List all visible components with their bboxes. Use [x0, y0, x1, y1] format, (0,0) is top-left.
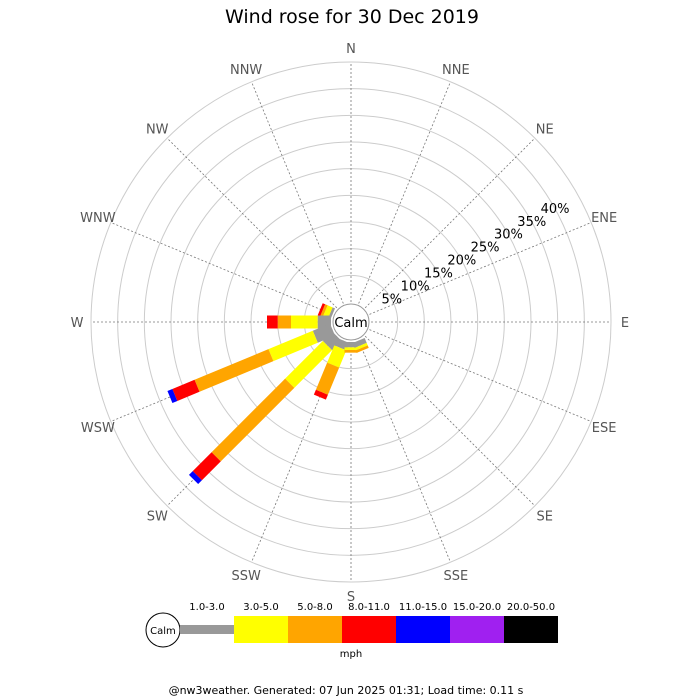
- radial-tick-label-5: 5%: [382, 292, 403, 307]
- radial-tick-label-35: 35%: [517, 215, 546, 230]
- spoke-nnw: [251, 81, 344, 304]
- direction-label-ssw: SSW: [231, 569, 261, 584]
- footer-text: @nw3weather. Generated: 07 Jun 2025 01:3…: [169, 684, 524, 697]
- spoke-se: [364, 335, 536, 507]
- direction-label-se: SE: [537, 510, 553, 525]
- legend-label-5-0-8-0: 5.0-8.0: [297, 602, 332, 613]
- radial-tick-label-30: 30%: [494, 228, 523, 243]
- petal-wsw-bin-5-0-8-0: [194, 349, 274, 392]
- legend-label-20-0-50-0: 20.0-50.0: [507, 602, 555, 613]
- legend-swatch-3-0-5-0: [234, 616, 288, 643]
- radial-tick-label-20: 20%: [447, 254, 476, 269]
- legend-label-3-0-5-0: 3.0-5.0: [243, 602, 278, 613]
- legend-swatch-5-0-8-0: [288, 616, 342, 643]
- wind-rose: N NNE NE ENE E ESE SE SSE S SSW SW WSW W WNW NW NNW Cal…: [71, 42, 630, 605]
- legend-swatch-11-0-15-0: [396, 616, 450, 643]
- radial-tick-label-25: 25%: [471, 241, 500, 256]
- outer-ring: [90, 61, 612, 583]
- petal-ssw-bin-8-0-11-0: [313, 389, 328, 400]
- calm-label: Calm: [334, 316, 367, 331]
- petal-wnw-bin-1-0-3-0: [327, 307, 336, 321]
- petal-wnw: [317, 303, 336, 321]
- legend-unit-label: mph: [340, 649, 362, 660]
- legend-swatches: 1.0-3.0 3.0-5.0 5.0-8.0 8.0-11.0 11.0-15.0 15…: [180, 602, 558, 643]
- petal-wsw-bin-1-0-3-0: [312, 323, 336, 343]
- petal-wsw: [167, 323, 336, 404]
- petal-sw-bin-3-0-5-0: [285, 340, 333, 388]
- direction-label-sw: SW: [147, 510, 168, 525]
- direction-label-s: S: [347, 590, 355, 605]
- direction-label-nw: NW: [146, 122, 169, 137]
- petal-wsw-bin-11-0-15-0: [167, 388, 178, 404]
- petal-sse: [352, 337, 369, 353]
- direction-label-ene: ENE: [591, 211, 617, 226]
- petal-sse-bin-5-0-8-0: [355, 345, 369, 353]
- petal-ssw-bin-1-0-3-0: [334, 337, 350, 351]
- direction-label-wnw: WNW: [80, 211, 116, 226]
- petal-sw-bin-1-0-3-0: [322, 331, 342, 351]
- legend-swatch-20-0-50-0: [504, 616, 558, 643]
- legend-swatch-15-0-20-0: [450, 616, 504, 643]
- legend-label-8-0-11-0: 8.0-11.0: [348, 602, 390, 613]
- radial-tick-label-40: 40%: [541, 202, 570, 217]
- gridline-20-percent: [223, 194, 479, 450]
- direction-label-w: W: [71, 316, 84, 331]
- calm-circle: Calm: [332, 303, 370, 341]
- spoke-nw: [166, 137, 338, 309]
- petal-sw-bin-11-0-15-0: [188, 471, 202, 485]
- petal-sw-bin-8-0-11-0: [192, 452, 221, 481]
- direction-label-nne: NNE: [442, 63, 470, 78]
- spoke-ene: [369, 222, 592, 315]
- petal-ssw-bin-3-0-5-0: [327, 345, 347, 368]
- direction-label-sse: SSE: [443, 569, 468, 584]
- petal-ssw: [313, 337, 350, 400]
- wind-petals: [167, 303, 369, 485]
- direction-label-n: N: [346, 42, 356, 57]
- petal-wnw-bin-3-0-5-0: [322, 305, 333, 320]
- petal-wnw-bin-8-0-11-0: [317, 303, 326, 317]
- radial-tick-label-15: 15%: [424, 267, 453, 282]
- direction-label-e: E: [621, 316, 629, 331]
- spoke-nne: [358, 81, 451, 304]
- petal-sw-bin-5-0-8-0: [211, 378, 295, 462]
- legend-swatch-8-0-11-0: [342, 616, 396, 643]
- radial-tick-labels: 5%10%15%20%25%30%35%40%: [382, 202, 570, 307]
- legend-label-11-0-15-0: 11.0-15.0: [399, 602, 447, 613]
- petal-ssw-bin-5-0-8-0: [315, 362, 340, 395]
- direction-label-ne: NE: [536, 122, 554, 137]
- radial-tick-label-10: 10%: [401, 279, 430, 294]
- spoke-sse: [358, 340, 451, 563]
- spoke-wnw: [110, 222, 333, 315]
- direction-labels: N NNE NE ENE E ESE SE SSE S SSW SW WSW W WNW NW NNW: [71, 42, 630, 605]
- legend-calm-label: Calm: [150, 626, 176, 637]
- direction-label-ese: ESE: [592, 421, 617, 436]
- legend-label-1-0-3-0: 1.0-3.0: [189, 602, 224, 613]
- direction-label-nnw: NNW: [230, 63, 262, 78]
- chart-title: Wind rose for 30 Dec 2019: [225, 6, 479, 28]
- petal-wsw-bin-3-0-5-0: [268, 330, 318, 362]
- petal-sse-bin-3-0-5-0: [354, 342, 368, 351]
- petal-sw: [188, 331, 342, 485]
- legend: Calm 1.0-3.0 3.0-5.0 5.0-8.0 8.0-11.0 11.0-1…: [145, 602, 558, 660]
- gridline-35-percent: [143, 114, 559, 530]
- legend-label-15-0-20-0: 15.0-20.0: [453, 602, 501, 613]
- calm-circle-shape: [332, 303, 370, 341]
- direction-label-wsw: WSW: [81, 421, 115, 436]
- spoke-ne: [364, 137, 536, 309]
- spoke-ese: [369, 329, 592, 422]
- legend-swatch-1-0-3-0: [180, 625, 234, 634]
- petal-sse-bin-1-0-3-0: [352, 337, 367, 348]
- petal-wsw-bin-8-0-11-0: [172, 379, 200, 401]
- petal-wnw-bin-5-0-8-0: [320, 304, 328, 318]
